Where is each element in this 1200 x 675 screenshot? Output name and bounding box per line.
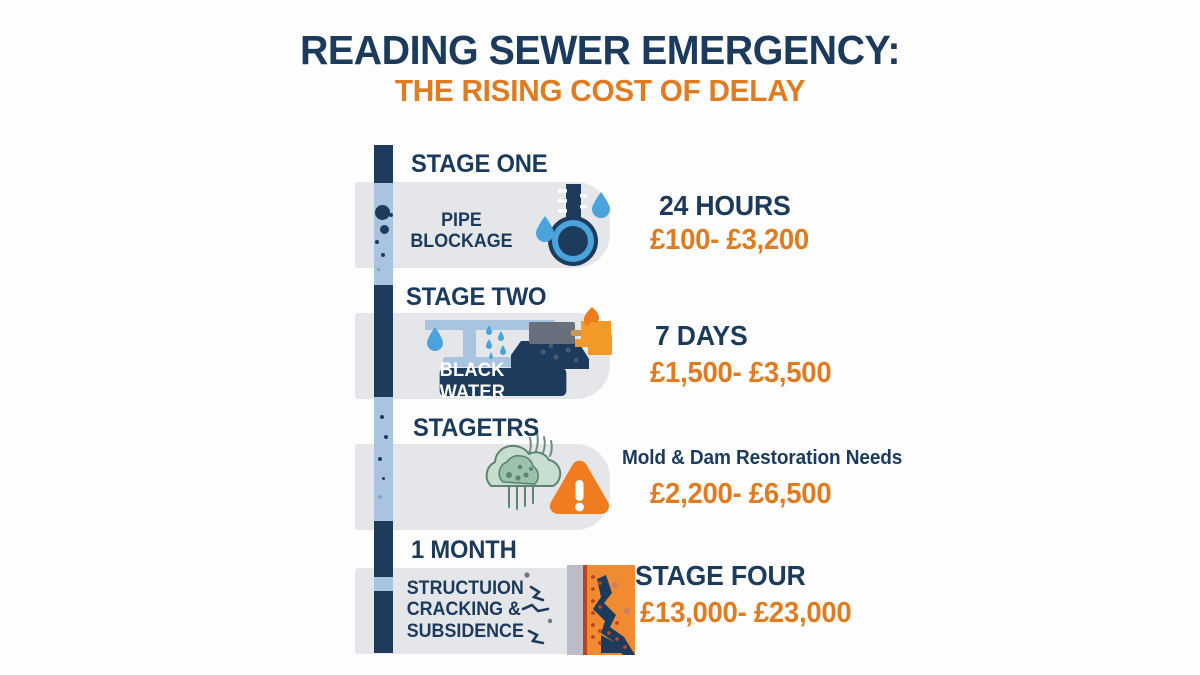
- stage-label: STAGE TWO: [406, 283, 547, 311]
- stage-price: £1,500- £3,500: [650, 357, 832, 389]
- caption-line: CRACKING &: [406, 599, 521, 621]
- timeline-bar: [374, 145, 393, 653]
- bubble: [381, 253, 385, 257]
- stage-caption: PIPE BLOCKAGE: [407, 210, 515, 253]
- caption-line: PIPE: [441, 210, 482, 231]
- stage-caption: STRUCTUION CRACKING & SUBSIDENCE: [407, 578, 525, 642]
- caption-line: BLOCKAGE: [410, 231, 513, 253]
- page-subtitle: THE RISING COST OF DELAY: [394, 73, 806, 109]
- bubble: [389, 213, 393, 217]
- cracked-foundation-subsidence-icon: [521, 565, 635, 655]
- stage-duration: 7 DAYS: [655, 320, 748, 351]
- page-title: READING SEWER EMERGENCY:: [299, 27, 901, 73]
- bubble: [384, 435, 388, 439]
- timeline-segment-light: [374, 577, 393, 591]
- bubble: [375, 240, 379, 244]
- stage-price: £2,200- £6,500: [650, 478, 832, 510]
- timeline-segment-light: [374, 183, 393, 285]
- stage-title: STAGE FOUR: [635, 560, 806, 591]
- timeline-segment-light: [374, 397, 393, 521]
- bubble: [382, 477, 385, 480]
- stage-label: STAGETRS: [413, 414, 540, 442]
- bubble: [375, 205, 390, 220]
- stage-label: STAGE ONE: [411, 150, 548, 178]
- stage-description: Mold & Dam Restoration Needs: [622, 447, 903, 469]
- bubble: [378, 495, 382, 499]
- bubble: [378, 457, 382, 461]
- caption-line: STRUCTUION: [406, 578, 524, 599]
- stage-label: 1 MONTH: [411, 536, 517, 564]
- pipe-drain-water-drops-icon: [536, 184, 610, 266]
- bubble: [380, 225, 389, 234]
- timeline-segment-dark: [374, 285, 393, 397]
- timeline-segment-dark: [374, 521, 393, 577]
- overflowing-pipe-valve-icon: [425, 307, 612, 369]
- mold-cloud-warning-icon: [485, 432, 610, 515]
- title-block: READING SEWER EMERGENCY: THE RISING COST…: [0, 28, 1200, 108]
- bubble: [380, 415, 384, 419]
- stage-duration: 24 HOURS: [659, 190, 791, 221]
- stage-price: £13,000- £23,000: [640, 597, 852, 629]
- timeline-segment-dark: [374, 145, 393, 183]
- bubble: [377, 268, 380, 271]
- stage-price: £100- £3,200: [650, 224, 809, 256]
- stage-caption-pill: BLACK WATER: [439, 360, 567, 403]
- timeline-segment-dark: [374, 591, 393, 653]
- caption-line: SUBSIDENCE: [406, 620, 524, 642]
